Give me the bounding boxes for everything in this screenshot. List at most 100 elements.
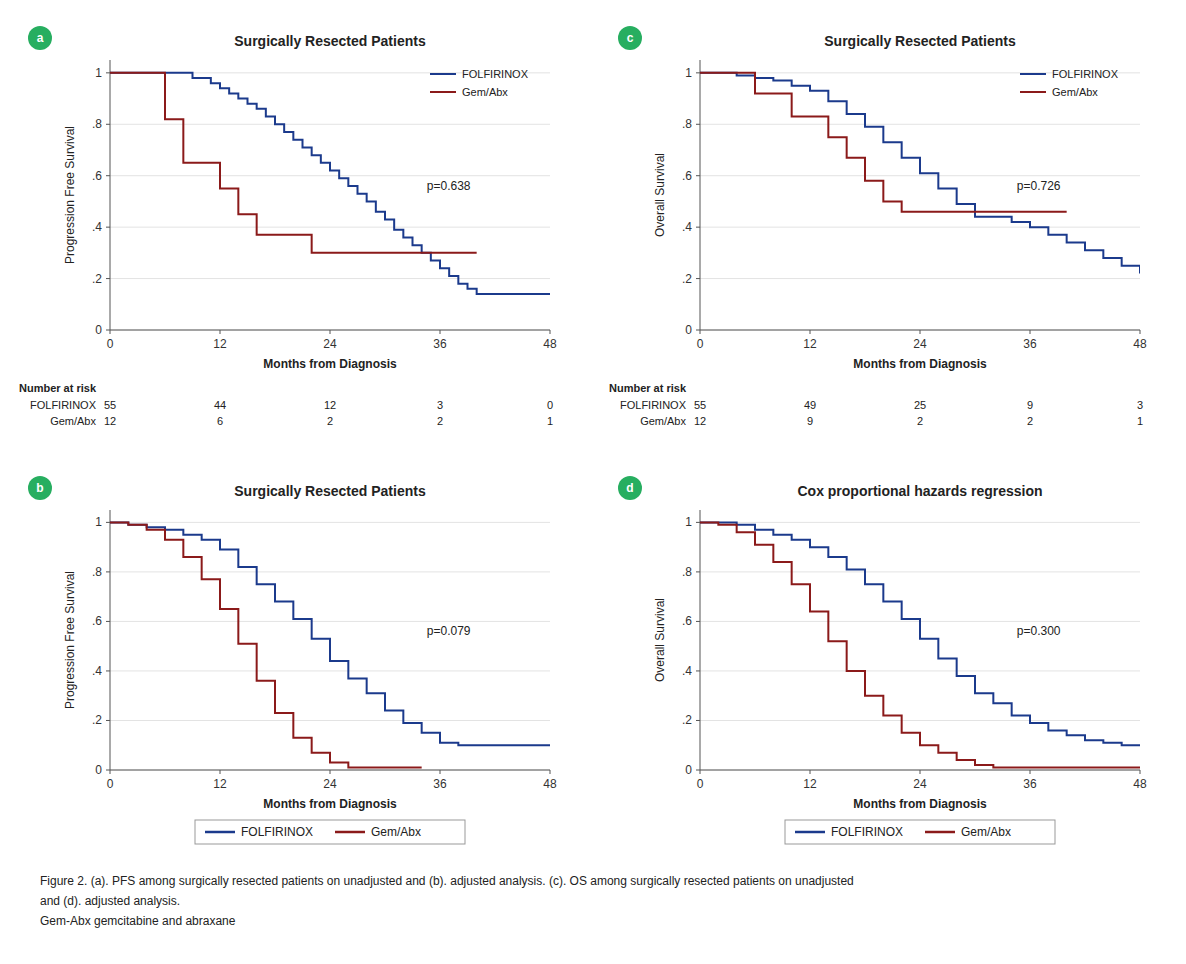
survival-curve (110, 73, 550, 294)
y-tick (106, 522, 110, 523)
risk-count: 49 (804, 399, 816, 411)
y-tick (106, 124, 110, 125)
x-tick-label: 12 (803, 337, 817, 351)
p-value: p=0.300 (1017, 624, 1061, 638)
x-tick-label: 12 (213, 777, 227, 791)
risk-count: 2 (917, 415, 923, 427)
legend-entry: FOLFIRINOX (241, 825, 313, 839)
panel-title: Surgically Resected Patients (234, 33, 426, 49)
legend-swatch (1020, 91, 1046, 93)
plot-area (110, 73, 550, 294)
y-tick (696, 278, 700, 279)
x-tick-label: 48 (543, 777, 557, 791)
x-tick (1030, 330, 1031, 334)
y-tick-label: 0 (685, 763, 692, 777)
x-tick-label: 24 (323, 337, 337, 351)
panel-label: b (36, 481, 43, 495)
legend: FOLFIRINOXGem/Abx (430, 68, 529, 98)
legend-entry: FOLFIRINOX (462, 68, 529, 80)
caption-line: and (d). adjusted analysis. (40, 894, 180, 908)
risk-count: 3 (1137, 399, 1143, 411)
x-tick (700, 770, 701, 774)
grid-line (700, 278, 1140, 279)
y-tick (106, 571, 110, 572)
y-tick (696, 330, 700, 331)
y-tick-label: 1 (95, 515, 102, 529)
y-tick (696, 175, 700, 176)
y-tick-label: .4 (92, 664, 102, 678)
legend-entry: Gem/Abx (1052, 86, 1098, 98)
grid-line (700, 720, 1140, 721)
legend: FOLFIRINOXGem/Abx (1020, 68, 1119, 98)
y-tick (696, 522, 700, 523)
p-value: p=0.726 (1017, 179, 1061, 193)
y-tick-label: 1 (95, 66, 102, 80)
y-tick (106, 670, 110, 671)
survival-curve (110, 522, 550, 745)
x-tick-label: 24 (323, 777, 337, 791)
y-tick (696, 72, 700, 73)
grid-line (110, 175, 550, 176)
y-tick-label: .2 (92, 713, 102, 727)
y-tick-label: .2 (92, 272, 102, 286)
y-tick-label: .8 (682, 117, 692, 131)
x-tick-label: 0 (697, 777, 704, 791)
panel: 0.2.4.6.81012243648Surgically Resected P… (609, 26, 1147, 427)
x-tick-label: 48 (543, 337, 557, 351)
risk-count: 3 (437, 399, 443, 411)
risk-count: 55 (694, 399, 706, 411)
legend-entry: Gem/Abx (371, 825, 421, 839)
plot-area (110, 522, 550, 767)
panel-label: c (627, 31, 634, 45)
x-axis-label: Months from Diagnosis (853, 357, 987, 371)
y-tick-label: 1 (685, 515, 692, 529)
x-tick (440, 770, 441, 774)
y-tick-label: 0 (95, 323, 102, 337)
survival-curve (700, 73, 1067, 212)
x-tick (810, 770, 811, 774)
y-axis (700, 510, 701, 770)
panel-label: d (626, 481, 633, 495)
y-tick (696, 124, 700, 125)
y-tick-label: .8 (92, 565, 102, 579)
survival-curve (110, 522, 422, 767)
y-tick-label: .6 (682, 169, 692, 183)
x-tick-label: 24 (913, 777, 927, 791)
legend: FOLFIRINOXGem/Abx (785, 820, 1055, 844)
x-tick (550, 770, 551, 774)
x-tick (700, 330, 701, 334)
x-tick-label: 36 (433, 337, 447, 351)
x-tick-label: 12 (803, 777, 817, 791)
risk-row-label: Gem/Abx (50, 415, 96, 427)
legend-entry: FOLFIRINOX (831, 825, 903, 839)
risk-table: Number at riskFOLFIRINOX55441230Gem/Abx1… (19, 382, 553, 427)
y-tick-label: .2 (682, 272, 692, 286)
plot-area (700, 522, 1140, 767)
grid-line (700, 227, 1140, 228)
x-tick (220, 770, 221, 774)
x-tick-label: 48 (1133, 337, 1147, 351)
y-tick-label: .6 (682, 614, 692, 628)
panel-badge (28, 26, 52, 50)
y-tick-label: .8 (682, 565, 692, 579)
x-tick-label: 12 (213, 337, 227, 351)
x-tick-label: 24 (913, 337, 927, 351)
grid-line (700, 522, 1140, 523)
survival-curve (700, 522, 1140, 745)
x-tick-label: 0 (107, 777, 114, 791)
risk-count: 12 (324, 399, 336, 411)
panel-badge (618, 476, 642, 500)
caption: Figure 2. (a). PFS among surgically rese… (40, 874, 854, 928)
grid-line (110, 124, 550, 125)
x-axis-label: Months from Diagnosis (853, 797, 987, 811)
risk-count: 1 (547, 415, 553, 427)
legend-swatch (1020, 73, 1046, 75)
x-tick-label: 0 (697, 337, 704, 351)
x-tick-label: 36 (1023, 337, 1037, 351)
p-value: p=0.638 (427, 179, 471, 193)
y-tick-label: 0 (685, 323, 692, 337)
legend-swatch (925, 831, 955, 834)
panel: 0.2.4.6.81012243648Cox proportional haza… (618, 476, 1147, 844)
grid-line (700, 124, 1140, 125)
y-tick-label: .4 (682, 664, 692, 678)
